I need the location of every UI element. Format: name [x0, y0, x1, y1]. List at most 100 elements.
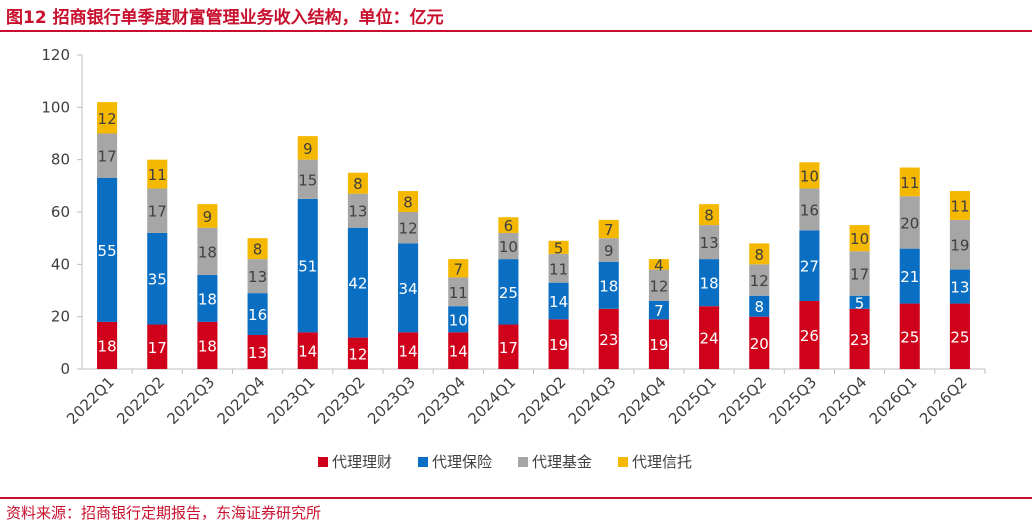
data-label: 10 [850, 230, 869, 248]
x-tick-label: 2023Q4 [414, 373, 469, 428]
data-label: 23 [850, 331, 869, 349]
source-rule [0, 497, 1032, 499]
data-label: 13 [950, 279, 969, 297]
bar-segment [699, 259, 720, 307]
x-tick-label: 2024Q3 [565, 373, 620, 428]
bar-segment [949, 269, 970, 304]
data-label: 24 [700, 330, 719, 348]
bar-segment [548, 253, 569, 283]
data-label: 42 [348, 275, 367, 293]
chart-legend: 代理理财 代理保险 代理基金 代理信托 [318, 453, 692, 471]
data-label: 11 [549, 260, 568, 278]
bar-segment [899, 303, 920, 369]
data-label: 35 [148, 271, 167, 289]
data-label: 11 [449, 284, 468, 302]
bar-segment [147, 324, 168, 369]
data-label: 10 [449, 311, 468, 329]
bar-segment [749, 295, 770, 317]
bar-segment [498, 324, 519, 369]
x-tick-label: 2023Q3 [364, 373, 419, 428]
legend-swatch [518, 457, 528, 467]
data-label: 18 [599, 277, 618, 295]
data-label: 8 [754, 246, 764, 264]
bar-segment [347, 227, 368, 338]
chart-bars: 1855171217351711181818913161381451159124… [97, 102, 970, 369]
bar-segment [147, 232, 168, 325]
data-label: 18 [198, 337, 217, 355]
bar-segment [347, 193, 368, 228]
source-note: 资料来源：招商银行定期报告，东海证券研究所 [6, 504, 322, 522]
bar-segment [598, 238, 619, 262]
bar-segment [197, 321, 218, 369]
y-tick-label: 60 [51, 203, 70, 221]
data-label: 20 [750, 335, 769, 353]
bar-segment [347, 337, 368, 369]
data-label: 4 [654, 256, 664, 274]
data-label: 21 [900, 268, 919, 286]
data-label: 10 [499, 238, 518, 256]
bar-segment [799, 162, 820, 189]
bar-segment [498, 259, 519, 325]
bar-segment [498, 232, 519, 260]
data-label: 15 [298, 171, 317, 189]
data-label: 14 [549, 293, 568, 311]
bar-segment [548, 319, 569, 369]
x-tick-label: 2022Q4 [214, 373, 269, 428]
data-label: 5 [855, 294, 865, 312]
data-label: 5 [554, 239, 564, 257]
bar-segment [699, 204, 720, 226]
data-label: 9 [203, 208, 213, 226]
bar-segment [899, 248, 920, 304]
legend-label: 代理保险 [432, 453, 492, 471]
bar-segment [448, 306, 469, 333]
data-label: 13 [700, 234, 719, 252]
data-label: 18 [198, 290, 217, 308]
bar-segment [347, 172, 368, 194]
data-label: 18 [198, 243, 217, 261]
bar-segment [297, 198, 318, 333]
data-label: 13 [248, 268, 267, 286]
bar-segment [247, 259, 268, 294]
y-tick-label: 0 [60, 360, 70, 378]
bar-segment [398, 191, 419, 212]
data-label: 18 [700, 275, 719, 293]
data-label: 7 [453, 260, 463, 278]
bar-segment [448, 259, 469, 278]
bar-segment [97, 177, 118, 322]
bar-segment [548, 282, 569, 320]
bar-segment [648, 259, 669, 270]
bar-segment [899, 167, 920, 197]
bar-segment [247, 293, 268, 335]
x-tick-label: 2025Q1 [665, 373, 720, 428]
data-label: 14 [399, 343, 418, 361]
data-label: 10 [800, 167, 819, 185]
bar-segment [949, 303, 970, 369]
data-label: 17 [98, 148, 117, 166]
bar-segment [97, 133, 118, 178]
data-label: 20 [900, 214, 919, 232]
bar-segment [699, 306, 720, 369]
data-label: 17 [148, 339, 167, 357]
title-rule [0, 30, 1032, 32]
data-label: 9 [303, 140, 313, 158]
bar-segment [97, 102, 118, 134]
x-tick-label: 2023Q1 [264, 373, 319, 428]
bar-segment [799, 300, 820, 369]
data-label: 19 [649, 336, 668, 354]
x-tick-label: 2026Q1 [866, 373, 921, 428]
data-label: 6 [504, 217, 514, 235]
bar-segment [648, 300, 669, 320]
data-label: 12 [649, 277, 668, 295]
data-label: 8 [253, 241, 263, 259]
data-label: 11 [148, 166, 167, 184]
bar-segment [648, 269, 669, 301]
legend-swatch [618, 457, 628, 467]
x-tick-label: 2022Q2 [113, 373, 168, 428]
bar-segment [398, 243, 419, 333]
x-tick-label: 2022Q3 [163, 373, 218, 428]
data-label: 16 [800, 201, 819, 219]
data-label: 25 [950, 328, 969, 346]
bar-segment [97, 321, 118, 369]
bar-segment [749, 243, 770, 265]
